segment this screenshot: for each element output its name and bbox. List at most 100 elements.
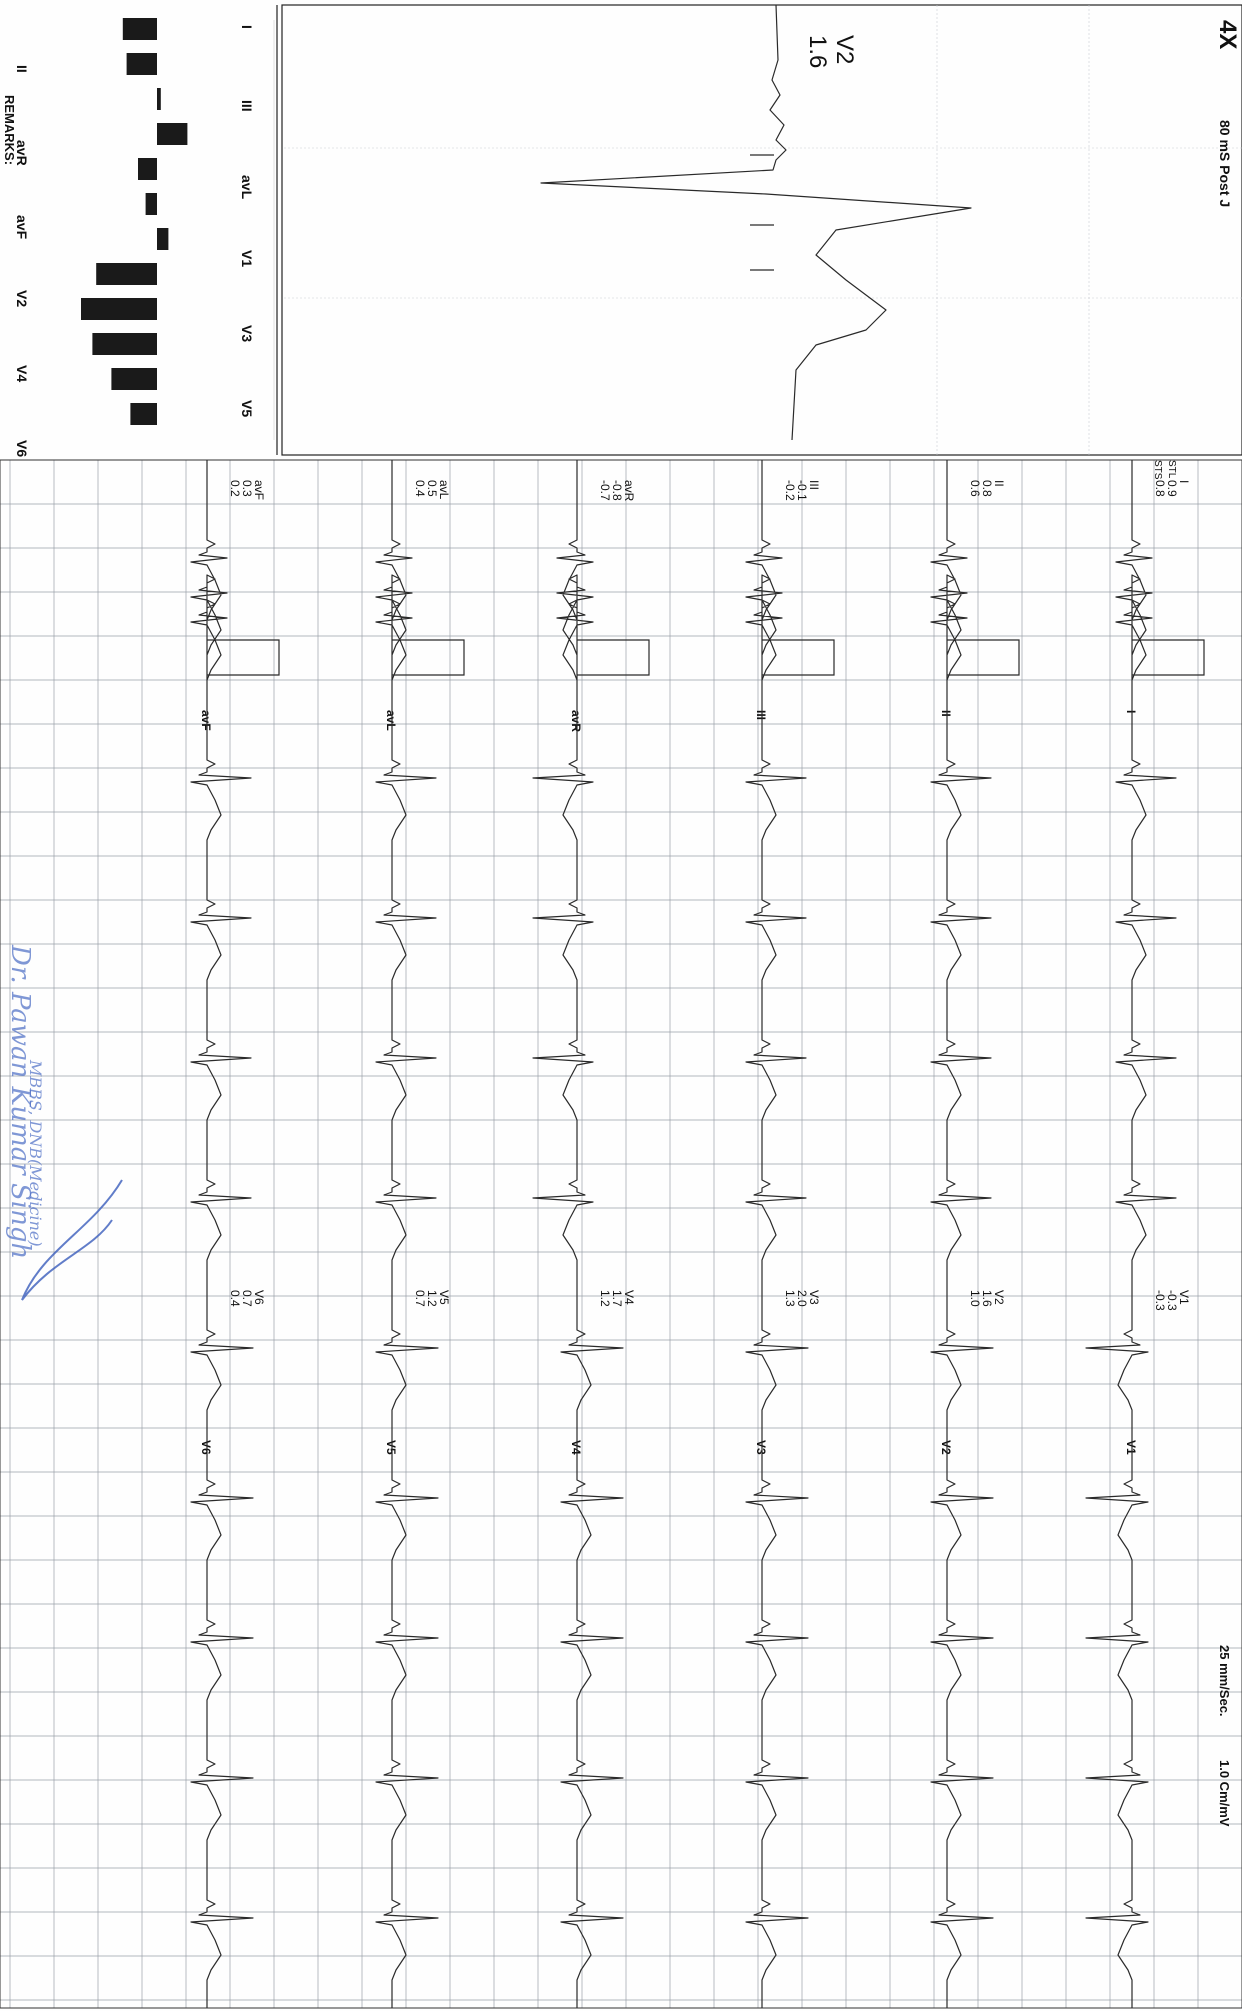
bar-rects <box>81 18 188 425</box>
left-lead-name: avR <box>622 480 636 502</box>
bar-bottom-label: V2 <box>14 290 30 307</box>
right-lead-trace <box>190 1290 254 2008</box>
right-sts-value: 1.3 <box>783 1290 797 1307</box>
left-lead-label: I <box>1124 710 1138 713</box>
bar-v5 <box>111 368 157 390</box>
left-lead-name: II <box>992 480 1006 487</box>
right-sts-value: 1.2 <box>598 1290 612 1307</box>
left-lead-trace <box>930 460 992 1290</box>
left-stl-value: -0.8 <box>610 480 624 501</box>
magnification-label: 4X <box>1214 20 1241 49</box>
post-j-label: 80 mS Post J <box>1217 120 1233 207</box>
zoom-value-label: 1.6 <box>804 35 831 68</box>
zoom-grid <box>282 5 1242 455</box>
bar-v3 <box>81 298 157 320</box>
left-stl-value: 0.5 <box>425 480 439 497</box>
right-sts-value: 0.7 <box>413 1290 427 1307</box>
bar-top-label: V3 <box>239 325 255 342</box>
zoom-panel-frame <box>281 4 1242 456</box>
left-lead-name: avF <box>252 480 266 500</box>
right-lead-trace <box>560 1290 624 2008</box>
left-lead-trace <box>745 460 807 1290</box>
zoom-trace <box>540 4 972 441</box>
calibration-pulse <box>392 639 465 676</box>
left-lead-trace <box>532 460 594 1290</box>
left-lead-trace <box>375 460 437 1290</box>
right-lead-name: V4 <box>622 1290 636 1305</box>
right-lead-label: V1 <box>1124 1440 1138 1455</box>
left-sts-value: 0.2 <box>228 480 242 497</box>
left-lead-trace <box>1115 460 1177 1290</box>
bar-bottom-labels: II avR avF V2 V4 V6 <box>14 65 30 457</box>
left-stl-value: 0.9 <box>1165 480 1179 497</box>
bar-avl <box>138 158 157 180</box>
left-lead-name: avL <box>437 480 451 500</box>
main-grid-frame <box>0 459 1242 2009</box>
calibration-pulse <box>1132 639 1205 676</box>
right-sts-value: -0.3 <box>1153 1290 1167 1311</box>
right-lead-name: V2 <box>992 1290 1006 1305</box>
signature-credentials: MBBS, DNB(Medicine) <box>26 1059 45 1247</box>
right-stl-value: -0.3 <box>1165 1290 1179 1311</box>
right-lead-trace <box>930 1290 994 2008</box>
right-sts-value: 1.0 <box>968 1290 982 1307</box>
right-lead-name: V1 <box>1177 1290 1191 1305</box>
left-lead-label: avR <box>569 710 583 732</box>
right-stl-value: 2.0 <box>795 1290 809 1307</box>
bar-v1 <box>157 228 169 250</box>
left-stl-value: -0.1 <box>795 480 809 501</box>
right-stl-value: 0.7 <box>240 1290 254 1307</box>
bar-v4 <box>92 333 157 355</box>
right-lead-label: V5 <box>384 1440 398 1455</box>
calibration-pulse <box>947 639 1020 676</box>
zoom-lead-label: V2 <box>831 35 858 64</box>
bar-bottom-label: avR <box>14 140 30 166</box>
bar-i <box>122 18 157 40</box>
sts-header-label: STS <box>1152 460 1163 480</box>
left-stl-value: 0.3 <box>240 480 254 497</box>
calibration-pulse <box>207 639 280 676</box>
left-lead-label: II <box>939 710 953 717</box>
right-lead-label: V4 <box>569 1440 583 1455</box>
left-sts-value: -0.7 <box>598 480 612 501</box>
gain-label: 1.0 Cm/mV <box>1217 1760 1232 1827</box>
signature-name: Dr. Pawan Kumar Singh <box>5 944 35 1259</box>
doctor-signature: Dr. Pawan Kumar Singh MBBS, DNB(Medicine… <box>5 944 123 1301</box>
left-stl-value: 0.8 <box>980 480 994 497</box>
bar-v2 <box>96 263 157 285</box>
bar-top-label: avL <box>239 175 255 200</box>
left-lead-label: avL <box>384 710 398 731</box>
signature-scribble <box>21 1179 123 1301</box>
stl-header-label: STL <box>1166 460 1177 479</box>
calibration-pulse <box>762 639 835 676</box>
remarks-label: REMARKS: <box>2 95 17 165</box>
lead-rows: I0.90.8V1-0.3-0.3IV1II0.80.6V21.61.0IIV2… <box>190 460 1205 2008</box>
right-lead-name: V5 <box>437 1290 451 1305</box>
right-stl-value: 1.6 <box>980 1290 994 1307</box>
bar-top-label: V5 <box>239 400 255 417</box>
right-lead-name: V3 <box>807 1290 821 1305</box>
bar-top-label: I <box>239 25 255 29</box>
right-lead-name: V6 <box>252 1290 266 1305</box>
bar-ii <box>126 53 157 75</box>
right-sts-value: 0.4 <box>228 1290 242 1307</box>
right-lead-trace <box>745 1290 809 2008</box>
right-stl-value: 1.7 <box>610 1290 624 1307</box>
right-lead-label: V3 <box>754 1440 768 1455</box>
right-lead-label: V2 <box>939 1440 953 1455</box>
left-sts-value: 0.6 <box>968 480 982 497</box>
left-lead-name: I <box>1177 480 1191 483</box>
left-sts-value: 0.8 <box>1153 480 1167 497</box>
bar-top-label: V1 <box>239 250 255 267</box>
right-lead-label: V6 <box>199 1440 213 1455</box>
paper-speed-label: 25 mm/Sec. <box>1217 1645 1232 1717</box>
